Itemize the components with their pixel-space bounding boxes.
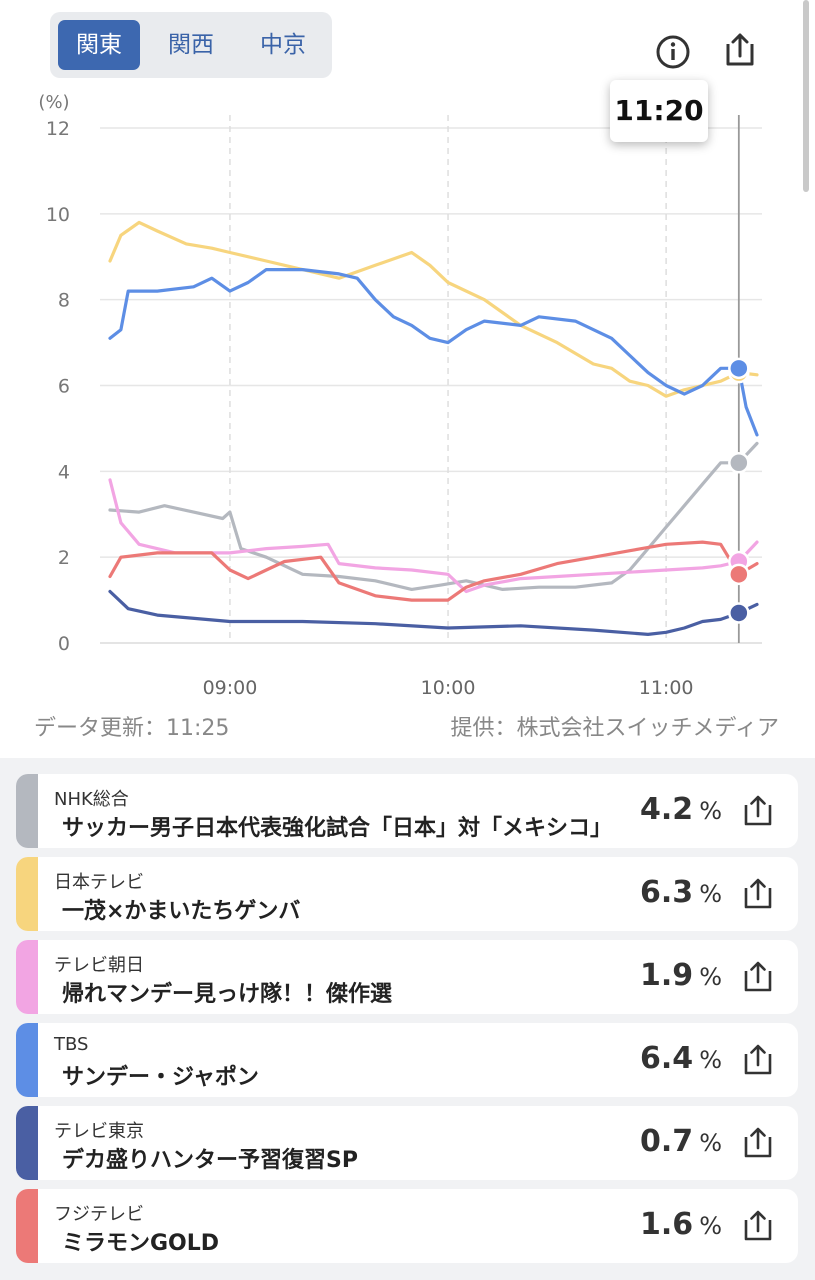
channel-color-stripe	[16, 1106, 38, 1180]
rating-number: 0.7	[640, 1124, 694, 1159]
rating-number: 1.6	[640, 1207, 694, 1242]
x-tick-label: 10:00	[421, 677, 476, 699]
x-tick-label: 11:00	[639, 677, 694, 699]
program-card[interactable]: テレビ朝日帰れマンデー見っけ隊！！傑作選 1.9%	[16, 940, 798, 1014]
y-tick-label: 6	[58, 376, 70, 398]
time-tooltip: 11:20	[610, 80, 708, 142]
series-marker	[728, 602, 750, 624]
data-updated-note: データ更新：11:25	[34, 716, 230, 741]
program-title: ミラモンGOLD	[62, 1231, 220, 1256]
region-tabs: 関東 関西 中京	[50, 12, 332, 78]
tab-kanto[interactable]: 関東	[58, 20, 140, 70]
series-marker	[728, 563, 750, 586]
ratings-line-chart: 0 2 4 6 8 10 12 (%) 09:00 10:00 11:00	[38, 92, 762, 699]
y-axis-unit-label: (%)	[38, 92, 69, 113]
y-tick-label: 8	[58, 290, 70, 312]
share-icon[interactable]	[740, 793, 776, 829]
info-circle-icon[interactable]	[653, 30, 693, 70]
y-tick-label: 2	[58, 547, 70, 569]
program-title: 帰れマンデー見っけ隊！！傑作選	[62, 982, 393, 1007]
y-tick-label: 12	[46, 118, 70, 140]
station-name: NHK総合	[54, 789, 129, 810]
series-marker	[728, 357, 750, 380]
share-icon[interactable]	[740, 1208, 776, 1244]
share-icon[interactable]	[740, 876, 776, 912]
share-icon[interactable]	[720, 30, 760, 70]
scrollbar[interactable]	[803, 0, 809, 192]
station-name: フジテレビ	[54, 1204, 144, 1225]
rating-value: 1.6%	[640, 1207, 722, 1242]
rating-value: 6.4%	[640, 1041, 722, 1076]
station-name: テレビ朝日	[54, 955, 144, 976]
tab-chukyo[interactable]: 中京	[260, 32, 306, 58]
rating-number: 1.9	[640, 958, 694, 993]
series-line	[108, 268, 759, 437]
tab-kansai[interactable]: 関西	[168, 32, 214, 58]
program-card[interactable]: NHK総合サッカー男子日本代表強化試合「日本」対「メキシコ」 4.2%	[16, 774, 798, 848]
share-icon[interactable]	[740, 1125, 776, 1161]
program-card[interactable]: テレビ東京デカ盛りハンター予習復習SP 0.7%	[16, 1106, 798, 1180]
channel-color-stripe	[16, 857, 38, 931]
station-name: 日本テレビ	[54, 872, 144, 893]
channel-color-stripe	[16, 1023, 38, 1097]
program-title: 一茂×かまいたちゲンバ	[62, 899, 301, 924]
program-card[interactable]: フジテレビミラモンGOLD 1.6%	[16, 1189, 798, 1263]
rating-number: 4.2	[640, 792, 694, 827]
share-icon[interactable]	[740, 1042, 776, 1078]
series-line	[108, 589, 759, 636]
rating-value: 6.3%	[640, 875, 722, 910]
program-title: デカ盛りハンター予習復習SP	[62, 1148, 358, 1173]
program-title: サンデー・ジャポン	[62, 1065, 259, 1090]
program-title: サッカー男子日本代表強化試合「日本」対「メキシコ」	[62, 816, 613, 841]
rating-number: 6.4	[640, 1041, 694, 1076]
y-tick-label: 4	[58, 461, 70, 483]
program-card[interactable]: TBS サンデー・ジャポン 6.4%	[16, 1023, 798, 1097]
x-tick-label: 09:00	[203, 677, 258, 699]
rating-value: 4.2%	[640, 792, 722, 827]
rating-unit: %	[699, 1212, 722, 1240]
y-tick-label: 10	[46, 204, 70, 226]
program-card[interactable]: 日本テレビ一茂×かまいたちゲンバ 6.3%	[16, 857, 798, 931]
rating-number: 6.3	[640, 875, 694, 910]
series-line	[108, 441, 759, 591]
share-icon[interactable]	[740, 959, 776, 995]
rating-unit: %	[699, 797, 722, 825]
channel-color-stripe	[16, 774, 38, 848]
series-marker	[728, 452, 750, 474]
rating-value: 0.7%	[640, 1124, 722, 1159]
series-line	[108, 220, 759, 398]
rating-unit: %	[699, 880, 722, 908]
y-tick-label: 0	[58, 633, 70, 655]
rating-unit: %	[699, 963, 722, 991]
rating-value: 1.9%	[640, 958, 722, 993]
series-line	[108, 540, 759, 602]
provider-note: 提供：株式会社スイッチメディア	[450, 716, 779, 741]
station-name: TBS	[54, 1034, 89, 1055]
channel-color-stripe	[16, 1189, 38, 1263]
channel-color-stripe	[16, 940, 38, 1014]
rating-unit: %	[699, 1046, 722, 1074]
rating-unit: %	[699, 1129, 722, 1157]
station-name: テレビ東京	[54, 1121, 144, 1142]
